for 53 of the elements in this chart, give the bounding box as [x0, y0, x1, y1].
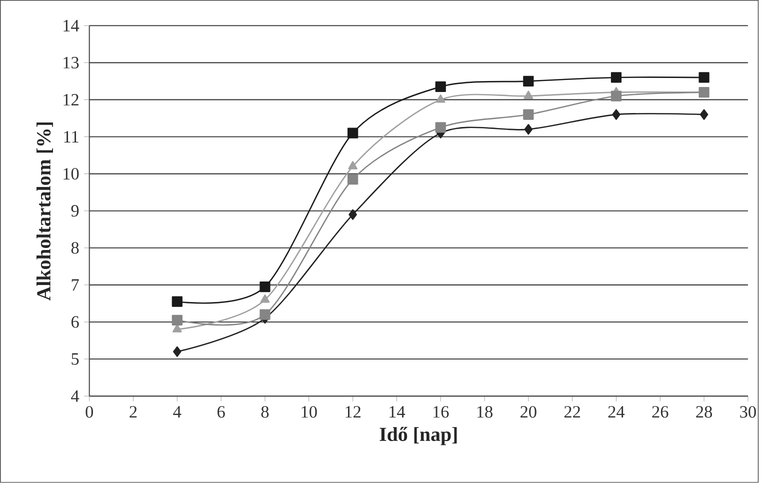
x-tick-label: 12	[346, 406, 360, 418]
y-tick-label: 7	[72, 279, 79, 291]
x-tick-label: 30	[740, 406, 756, 418]
point	[435, 82, 446, 92]
point	[436, 94, 446, 103]
x-tick-label: 24	[608, 406, 625, 418]
y-tick-label: 10	[64, 168, 79, 180]
point	[260, 294, 270, 303]
point	[348, 209, 357, 220]
y-tick-label: 11	[64, 131, 78, 143]
y-tick-label: 5	[72, 353, 79, 365]
y-tick-label: 13	[64, 56, 79, 69]
y-tick-label: 8	[71, 242, 79, 254]
y-tick-label: 9	[71, 205, 79, 217]
y-axis-title: Alkoholtartalom [%]	[36, 122, 53, 301]
point	[172, 314, 182, 326]
point	[347, 128, 358, 138]
point	[610, 90, 622, 102]
point	[700, 109, 708, 120]
point	[173, 346, 182, 358]
x-tick-label: 4	[173, 406, 182, 418]
x-tick-label: 6	[218, 406, 225, 418]
point	[172, 296, 182, 308]
x-tick-label: 10	[302, 406, 317, 418]
point	[435, 122, 446, 133]
point	[172, 324, 182, 332]
point	[698, 87, 710, 98]
point	[347, 174, 358, 185]
point	[260, 282, 270, 292]
point	[610, 72, 622, 83]
y-tick-label: 14	[64, 20, 80, 32]
y-tick-label: 4	[71, 390, 80, 402]
point	[524, 90, 534, 100]
x-tick-label: 18	[477, 406, 492, 418]
point	[523, 76, 534, 87]
y-tick-label: 6	[71, 316, 79, 328]
x-tick-label: 14	[390, 406, 406, 418]
x-tick-label: 26	[652, 406, 668, 418]
point	[524, 124, 533, 135]
x-tick-label: 16	[434, 406, 449, 418]
point	[348, 161, 358, 170]
point	[260, 309, 270, 320]
x-tick-label: 20	[520, 406, 536, 418]
y-tick-label: 12	[64, 94, 78, 106]
x-axis-title: Idő [nap]	[380, 426, 457, 446]
point	[523, 109, 534, 120]
x-tick-label: 22	[564, 406, 580, 418]
point	[612, 109, 620, 120]
x-tick-label: 2	[130, 406, 137, 418]
x-tick-label: 28	[696, 406, 712, 418]
point	[698, 72, 710, 83]
x-tick-label: 8	[261, 406, 269, 418]
x-tick-label: 0	[86, 406, 94, 418]
